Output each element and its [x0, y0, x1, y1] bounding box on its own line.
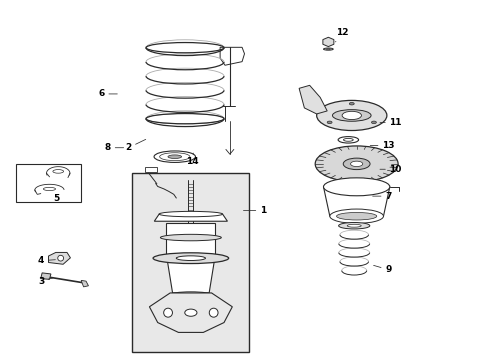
Ellipse shape: [323, 48, 332, 50]
Ellipse shape: [329, 209, 383, 224]
Polygon shape: [166, 255, 215, 293]
Ellipse shape: [159, 211, 222, 217]
Ellipse shape: [338, 222, 369, 229]
Ellipse shape: [323, 178, 389, 196]
Ellipse shape: [167, 155, 181, 158]
Ellipse shape: [343, 138, 352, 141]
Polygon shape: [166, 223, 215, 255]
Ellipse shape: [316, 100, 386, 131]
Text: 2: 2: [125, 139, 145, 152]
Text: 1: 1: [243, 206, 265, 215]
Polygon shape: [41, 273, 51, 279]
Text: 10: 10: [379, 165, 401, 174]
Text: 11: 11: [379, 118, 401, 127]
Ellipse shape: [315, 146, 397, 182]
Text: 12: 12: [335, 28, 347, 42]
Ellipse shape: [160, 234, 221, 241]
FancyBboxPatch shape: [16, 164, 81, 202]
Ellipse shape: [176, 256, 205, 261]
Text: 14: 14: [185, 153, 198, 166]
Text: 13: 13: [369, 141, 394, 150]
Text: 7: 7: [372, 192, 391, 201]
Text: 5: 5: [54, 194, 60, 203]
Polygon shape: [299, 85, 326, 114]
Ellipse shape: [348, 103, 353, 105]
Ellipse shape: [342, 111, 361, 120]
Ellipse shape: [163, 308, 172, 317]
FancyBboxPatch shape: [132, 173, 249, 352]
Ellipse shape: [326, 49, 330, 50]
Ellipse shape: [159, 153, 189, 161]
Ellipse shape: [154, 151, 195, 162]
Ellipse shape: [350, 161, 362, 167]
Text: 6: 6: [98, 89, 117, 98]
Polygon shape: [154, 214, 227, 221]
Polygon shape: [322, 37, 333, 46]
Ellipse shape: [170, 292, 211, 298]
Ellipse shape: [58, 255, 63, 261]
Polygon shape: [144, 167, 157, 172]
Text: 9: 9: [373, 265, 391, 274]
Text: 3: 3: [38, 276, 53, 285]
Text: 4: 4: [38, 256, 55, 265]
Ellipse shape: [337, 136, 358, 143]
Polygon shape: [149, 293, 232, 332]
Ellipse shape: [336, 212, 376, 220]
Ellipse shape: [346, 224, 361, 227]
Ellipse shape: [371, 121, 376, 123]
Polygon shape: [81, 280, 88, 287]
Ellipse shape: [184, 309, 197, 316]
Ellipse shape: [209, 308, 218, 317]
Ellipse shape: [153, 253, 228, 264]
Ellipse shape: [326, 121, 331, 123]
Text: 8: 8: [104, 143, 123, 152]
Ellipse shape: [343, 158, 369, 170]
Polygon shape: [48, 252, 70, 264]
Ellipse shape: [332, 110, 370, 121]
